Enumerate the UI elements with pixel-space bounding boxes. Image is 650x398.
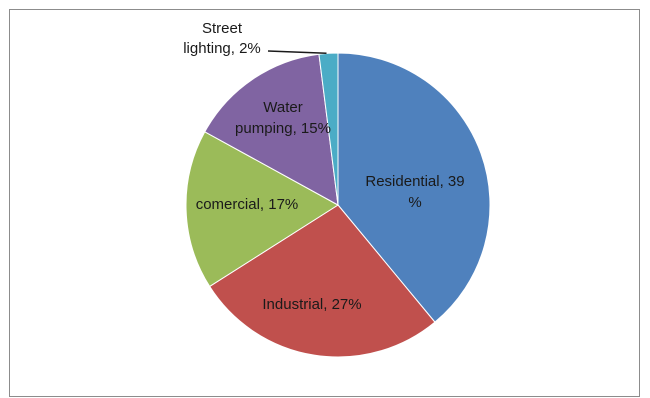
slice-label-line: Residential, 39 xyxy=(365,173,464,190)
pie-slice-3 xyxy=(204,53,339,206)
leader-layer xyxy=(267,50,327,55)
slice-label-4: Street lighting, 2% xyxy=(183,20,261,57)
slice-label-line: comercial, 17% xyxy=(196,196,299,213)
slice-label-0: Residential, 39% xyxy=(365,173,464,211)
leader-line xyxy=(267,50,327,55)
pie-slice-1 xyxy=(208,204,436,358)
slice-label-line: Water xyxy=(263,99,302,116)
pie-slice-2 xyxy=(185,131,339,288)
slice-label-line: pumping, 15% xyxy=(235,120,331,137)
slice-label-line: lighting, 2% xyxy=(183,40,261,57)
pie-slice-4 xyxy=(318,52,339,206)
slice-label-line: Street xyxy=(202,20,243,37)
slice-label-line: Industrial, 27% xyxy=(262,296,361,313)
pie-slice-0 xyxy=(337,52,491,323)
slice-label-1: Industrial, 27% xyxy=(262,296,361,313)
slice-label-2: comercial, 17% xyxy=(196,196,299,213)
slice-label-3: Water pumping, 15% xyxy=(235,99,331,137)
labels-layer: Residential, 39 % Industrial, 27% comercial… xyxy=(183,20,464,313)
slice-label-line: % xyxy=(408,194,421,211)
slices-layer xyxy=(185,52,491,358)
